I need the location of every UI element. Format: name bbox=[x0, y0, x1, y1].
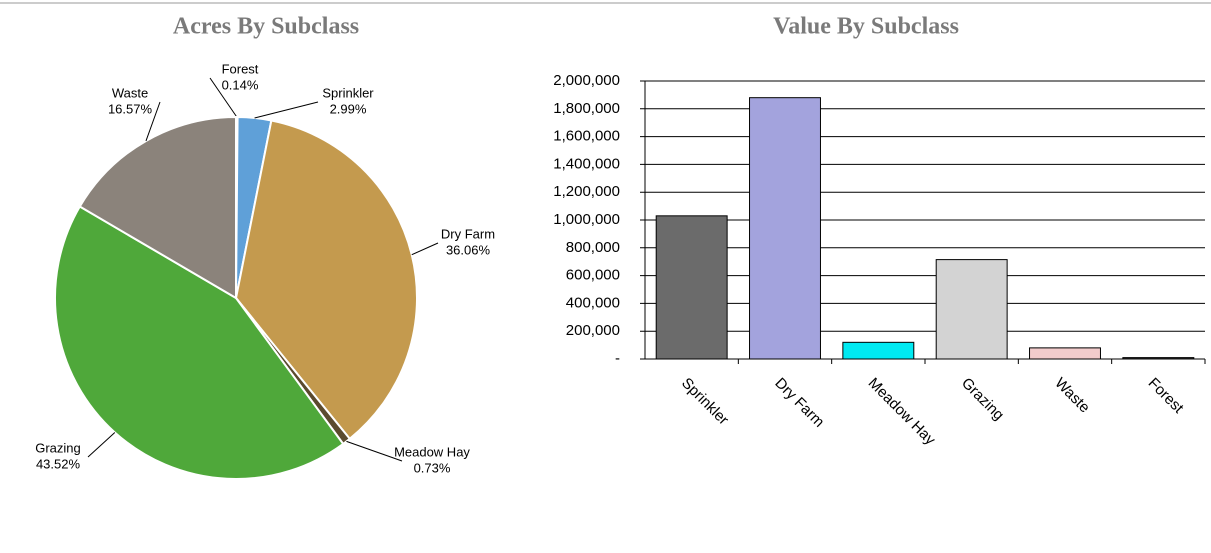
bar bbox=[936, 260, 1007, 359]
pie-title: Acres By Subclass bbox=[173, 14, 359, 40]
slice-label: Grazing bbox=[35, 440, 81, 455]
slice-label: Forest bbox=[222, 61, 259, 76]
y-tick-label: 1,600,000 bbox=[553, 128, 620, 145]
slice-value: 0.73% bbox=[414, 460, 451, 475]
slice-value: 0.14% bbox=[222, 77, 259, 92]
y-tick-label: 600,000 bbox=[566, 267, 620, 284]
bar bbox=[1030, 348, 1101, 359]
bar bbox=[656, 216, 727, 359]
slice-label: Sprinkler bbox=[322, 85, 374, 100]
y-tick-label: 1,800,000 bbox=[553, 100, 620, 117]
leader-line bbox=[412, 243, 438, 255]
slice-value: 36.06% bbox=[446, 242, 491, 257]
x-tick-label: Sprinkler bbox=[678, 375, 732, 429]
bar bbox=[1123, 358, 1194, 359]
y-tick-label: 1,400,000 bbox=[553, 155, 620, 172]
x-tick-label: Meadow Hay bbox=[865, 375, 939, 449]
slice-label: Dry Farm bbox=[441, 226, 495, 241]
y-tick-label: 2,000,000 bbox=[553, 72, 620, 89]
page: Acres By Subclass Value By Subclass Fore… bbox=[0, 0, 1211, 553]
slice-value: 16.57% bbox=[108, 101, 153, 116]
slice-label: Meadow Hay bbox=[394, 444, 470, 459]
x-tick-label: Forest bbox=[1145, 375, 1188, 418]
x-tick-label: Dry Farm bbox=[771, 375, 827, 431]
y-tick-label: 400,000 bbox=[566, 294, 620, 311]
slice-value: 2.99% bbox=[330, 101, 367, 116]
y-tick-label: 200,000 bbox=[566, 322, 620, 339]
y-tick-label: - bbox=[615, 350, 620, 367]
x-tick-label: Waste bbox=[1051, 375, 1093, 417]
y-tick-label: 1,200,000 bbox=[553, 183, 620, 200]
slice-label: Waste bbox=[112, 85, 148, 100]
bar-title: Value By Subclass bbox=[773, 14, 959, 40]
bar bbox=[843, 342, 914, 359]
bar bbox=[750, 98, 821, 359]
x-tick-label: Grazing bbox=[958, 375, 1007, 424]
slice-value: 43.52% bbox=[36, 456, 81, 471]
leader-line bbox=[255, 102, 318, 118]
y-tick-label: 1,000,000 bbox=[553, 211, 620, 228]
leader-line bbox=[88, 432, 115, 457]
y-tick-label: 800,000 bbox=[566, 239, 620, 256]
